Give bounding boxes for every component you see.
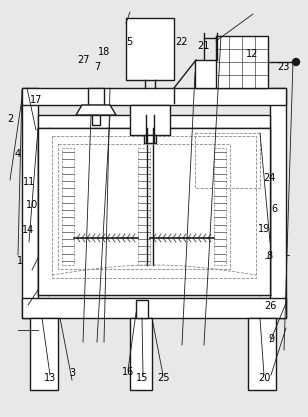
Bar xyxy=(38,128,270,295)
Bar xyxy=(195,133,260,188)
Bar xyxy=(144,135,156,143)
Bar xyxy=(126,18,174,80)
Text: 3: 3 xyxy=(69,368,75,378)
Text: 10: 10 xyxy=(26,200,38,210)
Text: 14: 14 xyxy=(22,225,34,235)
Text: 19: 19 xyxy=(258,224,270,234)
Bar xyxy=(92,115,100,125)
Text: 21: 21 xyxy=(197,41,209,51)
Bar xyxy=(52,136,256,278)
Text: 4: 4 xyxy=(15,149,21,159)
Text: 17: 17 xyxy=(30,95,43,105)
Text: 2: 2 xyxy=(8,114,14,124)
Text: 15: 15 xyxy=(136,373,149,383)
Bar xyxy=(130,318,152,390)
Text: 8: 8 xyxy=(266,251,273,261)
Text: 25: 25 xyxy=(157,373,169,383)
Bar xyxy=(58,144,230,269)
Text: 26: 26 xyxy=(264,301,277,311)
Bar xyxy=(38,115,270,128)
Bar xyxy=(216,36,268,88)
Text: 1: 1 xyxy=(17,256,23,266)
Polygon shape xyxy=(76,105,116,115)
Bar xyxy=(270,88,286,318)
Bar xyxy=(214,148,226,265)
Circle shape xyxy=(293,58,299,65)
Text: 27: 27 xyxy=(77,55,89,65)
Text: 6: 6 xyxy=(271,203,277,214)
Text: 23: 23 xyxy=(277,62,290,72)
Bar xyxy=(130,105,170,135)
Bar xyxy=(30,318,58,390)
Bar xyxy=(195,60,217,88)
Text: 12: 12 xyxy=(246,49,259,59)
Bar xyxy=(22,88,286,105)
Text: 20: 20 xyxy=(258,373,270,383)
Text: 18: 18 xyxy=(98,47,110,57)
Bar xyxy=(138,148,150,265)
Text: 5: 5 xyxy=(126,37,132,47)
Text: 11: 11 xyxy=(23,177,35,187)
Text: 13: 13 xyxy=(44,373,56,383)
Text: 22: 22 xyxy=(176,37,188,47)
Bar xyxy=(88,88,104,105)
Text: 9: 9 xyxy=(268,334,274,344)
Bar xyxy=(136,300,148,318)
Bar xyxy=(22,298,286,318)
Bar xyxy=(22,88,38,318)
Text: 16: 16 xyxy=(122,367,134,377)
Bar xyxy=(248,318,276,390)
Text: 24: 24 xyxy=(263,173,276,183)
Bar xyxy=(62,148,74,265)
Text: 7: 7 xyxy=(94,62,100,72)
